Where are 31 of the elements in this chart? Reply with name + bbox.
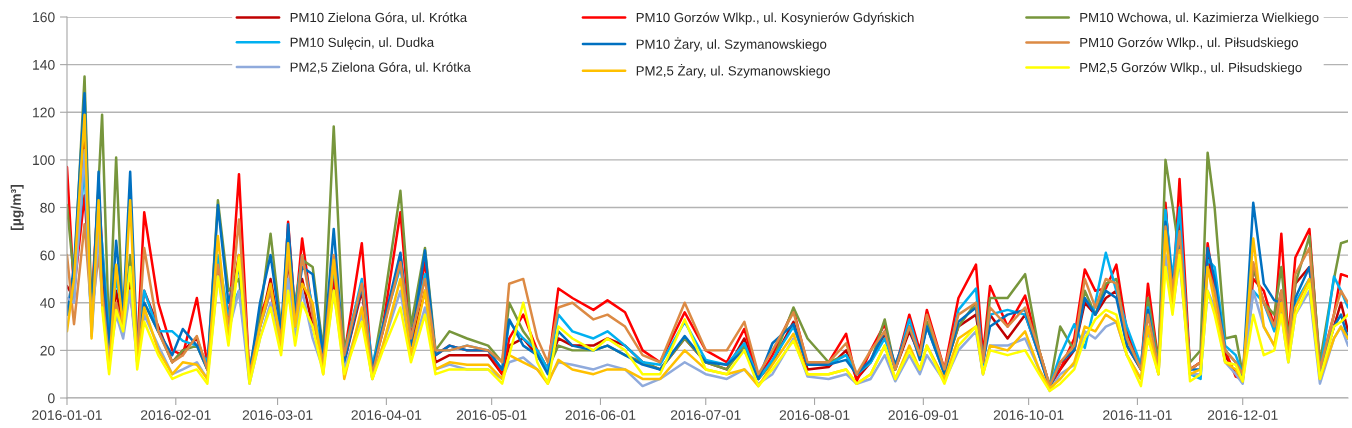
legend-label: PM2,5 Zielona Góra, ul. Krótka [290,62,471,74]
legend-label: PM2,5 Gorzów Wlkp., ul. Piłsudskiego [1080,62,1302,75]
y-tick-label: 20 [40,345,55,356]
x-tick-label: 2016-11-01 [1103,410,1172,421]
legend-label: PM10 Gorzów Wlkp., ul. Kosynierów Gdyńskich [636,12,914,25]
y-tick-label: 120 [33,107,55,118]
x-tick-label: 2016-03-01 [242,410,313,421]
x-tick-label: 2016-10-01 [993,410,1064,421]
legend-label: PM10 Sulęcin, ul. Dudka [290,37,435,50]
y-tick-label: 140 [33,59,55,70]
x-tick-label: 2016-02-01 [140,410,211,421]
y-tick-label: 0 [48,393,55,404]
x-tick-label: 2016-12-01 [1207,410,1278,421]
legend-label: PM2,5 Żary, ul. Szymanowskiego [636,63,830,79]
x-tick-label: 2016-04-01 [351,410,422,421]
x-tick-label: 2016-06-01 [565,410,636,421]
y-tick-label: 160 [33,12,55,23]
x-tick-label: 2016-08-01 [779,410,850,421]
y-tick-label: 80 [40,202,55,213]
x-tick-label: 2016-07-01 [670,410,741,421]
legend-label: PM10 Żary, ul. Szymanowskiego [636,37,827,52]
y-tick-label: 40 [40,298,55,308]
legend-label: PM10 Gorzów Wlkp., ul. Piłsudskiego [1080,37,1298,50]
x-tick-label: 2016-05-01 [456,410,527,421]
y-axis-title: [µg/m³] [10,184,24,231]
legend-label: PM10 Zielona Góra, ul. Krótka [290,12,468,24]
x-tick-label: 2016-01-01 [32,410,102,421]
y-tick-label: 60 [40,250,55,261]
y-tick-label: 100 [33,155,55,166]
legend-label: PM10 Wchowa, ul. Kazimierza Wielkiego [1080,12,1319,25]
x-tick-label: 2016-09-01 [888,410,959,421]
